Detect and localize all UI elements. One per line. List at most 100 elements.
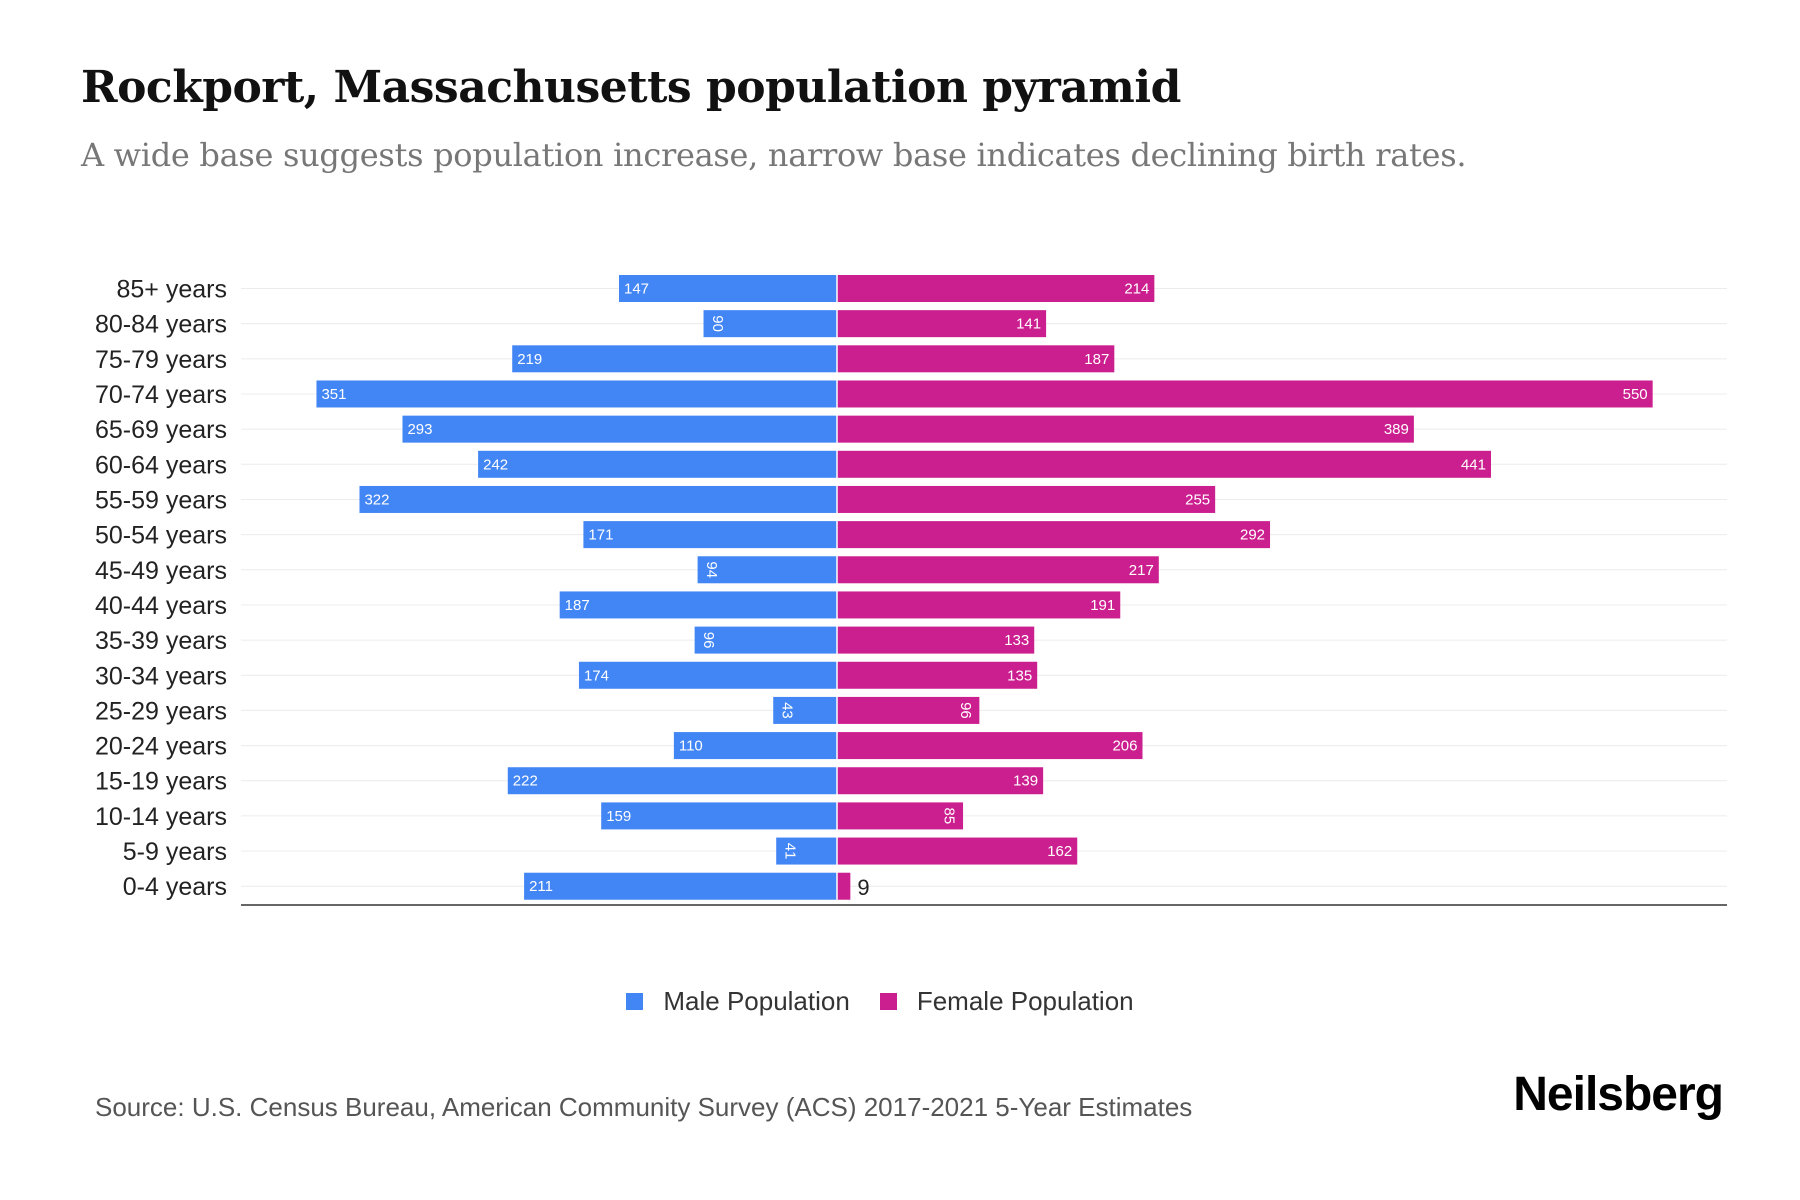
neilsberg-logo: Neilsberg <box>1513 1068 1724 1121</box>
bar-female <box>837 521 1271 549</box>
value-label: 147 <box>624 281 649 298</box>
bar-male <box>524 872 837 900</box>
value-label: 159 <box>606 808 631 825</box>
value-label: 43 <box>779 702 796 719</box>
value-label: 219 <box>517 351 542 368</box>
value-label: 96 <box>957 702 974 719</box>
category-label: 50-54 years <box>95 522 227 550</box>
value-label: 90 <box>709 315 726 332</box>
bar-female <box>837 661 1038 689</box>
category-label: 20-24 years <box>95 733 227 761</box>
legend-swatch-female <box>879 993 897 1010</box>
value-label: 141 <box>1016 316 1041 333</box>
bar-female <box>837 696 980 724</box>
bar-male <box>697 556 837 584</box>
value-label: 171 <box>588 527 613 544</box>
legend-label-male: Male Population <box>663 986 850 1016</box>
bar-female <box>837 767 1044 795</box>
value-label: 550 <box>1623 386 1648 403</box>
category-label: 60-64 years <box>95 451 227 479</box>
bar-male <box>512 345 837 373</box>
category-label: 35-39 years <box>95 627 227 655</box>
value-label: 41 <box>782 843 799 860</box>
bar-male <box>618 275 837 302</box>
value-label: 292 <box>1240 527 1265 544</box>
category-label: 85+ years <box>117 276 228 304</box>
bar-female <box>837 310 1047 338</box>
bar-female <box>837 380 1653 408</box>
category-label: 5-9 years <box>123 838 227 866</box>
bar-male <box>507 767 837 795</box>
legend: Male Population Female Population <box>0 986 1780 1017</box>
value-label: 389 <box>1384 421 1409 438</box>
chart-subtitle: A wide base suggests population increase… <box>81 136 1467 174</box>
value-label: 187 <box>565 597 590 614</box>
legend-swatch-male <box>626 993 644 1010</box>
value-label: 191 <box>1090 597 1115 614</box>
value-label: 255 <box>1185 491 1210 508</box>
category-label: 15-19 years <box>95 768 227 796</box>
bar-female <box>837 345 1115 373</box>
value-label: 135 <box>1007 667 1032 684</box>
value-label: 293 <box>407 421 432 438</box>
category-label: 75-79 years <box>95 346 227 374</box>
value-label: 322 <box>364 491 389 508</box>
bar-female <box>837 872 851 900</box>
value-label: 85 <box>941 808 958 825</box>
chart-title: Rockport, Massachusetts population pyram… <box>81 62 1181 113</box>
value-label: 211 <box>529 878 553 895</box>
category-label: 10-14 years <box>95 803 227 831</box>
legend-item-female[interactable]: Female Population <box>879 986 1134 1017</box>
bar-male <box>703 310 837 338</box>
value-label: 242 <box>483 456 508 473</box>
value-label: 214 <box>1124 281 1149 298</box>
source-note: Source: U.S. Census Bureau, American Com… <box>95 1092 1193 1122</box>
category-label: 30-34 years <box>95 662 227 690</box>
bar-male <box>359 485 837 513</box>
value-label: 441 <box>1461 456 1486 473</box>
legend-item-male[interactable]: Male Population <box>626 986 850 1017</box>
category-label: 40-44 years <box>95 592 227 620</box>
bar-female <box>837 732 1143 760</box>
bar-female <box>837 837 1078 865</box>
value-label: 133 <box>1004 632 1029 649</box>
bar-female <box>837 275 1155 302</box>
value-label: 94 <box>703 561 720 578</box>
legend-label-female: Female Population <box>916 986 1134 1016</box>
bar-female <box>837 591 1121 619</box>
bar-male <box>601 802 837 830</box>
bar-male <box>773 696 837 724</box>
value-label: 351 <box>321 386 346 403</box>
value-label: 9 <box>857 875 869 900</box>
category-label: 80-84 years <box>95 311 227 339</box>
bar-male <box>583 521 837 549</box>
value-label: 217 <box>1129 562 1154 579</box>
value-label: 206 <box>1112 738 1137 755</box>
bar-male <box>578 661 837 689</box>
bar-female <box>837 485 1216 513</box>
category-label: 0-4 years <box>123 873 227 901</box>
value-label: 139 <box>1013 773 1038 790</box>
category-label: 65-69 years <box>95 416 227 444</box>
bar-male <box>559 591 837 619</box>
value-label: 162 <box>1047 843 1072 860</box>
bar-male <box>776 837 837 865</box>
value-label: 174 <box>584 667 609 684</box>
value-label: 96 <box>700 632 717 649</box>
bar-female <box>837 626 1035 654</box>
bar-male <box>478 450 837 478</box>
bar-female <box>837 556 1159 584</box>
bar-male <box>316 380 837 408</box>
bar-female <box>837 802 964 830</box>
value-label: 110 <box>679 738 703 755</box>
category-label: 70-74 years <box>95 381 227 409</box>
category-label: 25-29 years <box>95 697 227 725</box>
category-label: 45-49 years <box>95 557 227 585</box>
bar-male <box>402 415 837 443</box>
bar-female <box>837 450 1492 478</box>
bar-male <box>673 732 837 760</box>
value-label: 187 <box>1084 351 1109 368</box>
category-label: 55-59 years <box>95 486 227 514</box>
value-label: 222 <box>513 773 538 790</box>
